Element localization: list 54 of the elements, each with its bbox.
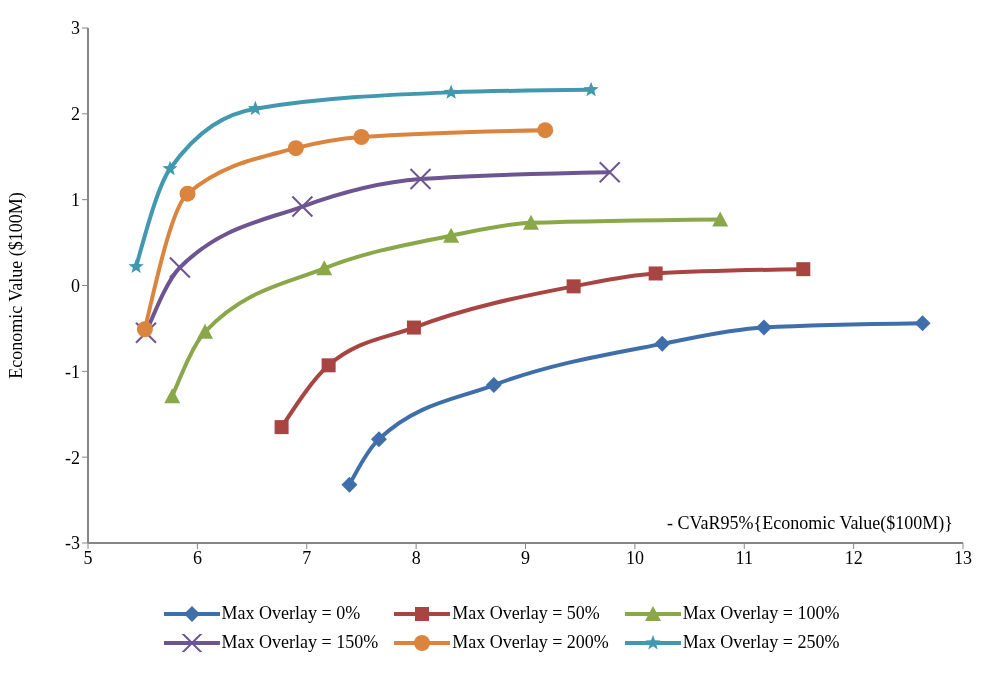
point (712, 211, 729, 227)
x-tick-label: 6 (192, 547, 202, 568)
point (287, 140, 304, 157)
point (274, 420, 289, 435)
point (179, 185, 196, 202)
y-tick-label: 3 (71, 18, 80, 39)
point (648, 266, 663, 281)
y-tick-label: 2 (71, 104, 80, 125)
point (914, 315, 931, 332)
point (443, 84, 459, 99)
point (654, 335, 671, 352)
point (409, 168, 432, 191)
point (755, 319, 772, 336)
x-tick-label: 10 (625, 547, 644, 568)
x-tick-label: 5 (83, 547, 93, 568)
point (485, 377, 502, 394)
point (164, 388, 181, 404)
point (406, 320, 421, 335)
x-tick-label: 7 (302, 547, 312, 568)
legend-label: Max Overlay = 0% (221, 603, 361, 624)
point (522, 214, 539, 230)
point (566, 279, 581, 294)
point (796, 262, 811, 277)
x-tick-label: 8 (411, 547, 421, 568)
point (197, 323, 214, 339)
point (341, 476, 358, 493)
point (443, 227, 460, 243)
legend-label: Max Overlay = 150% (221, 632, 379, 653)
point (162, 160, 178, 176)
point (583, 81, 599, 97)
point (537, 122, 554, 139)
x-tick-label: 12 (844, 547, 863, 568)
x-tick-label: 11 (735, 547, 753, 568)
point (291, 195, 314, 218)
point (598, 161, 621, 184)
point (136, 321, 153, 338)
y-axis-title: Economic Value ($100M) (6, 192, 28, 379)
x-tick-label: 13 (954, 547, 972, 568)
point (321, 358, 336, 373)
legend-label: Max Overlay = 200% (452, 632, 609, 653)
point (353, 129, 370, 146)
point (370, 431, 387, 448)
y-tick-label: -3 (65, 533, 80, 554)
y-tick-label: -2 (65, 447, 80, 468)
x-tick-label: 9 (521, 547, 530, 568)
legend-label: Max Overlay = 250% (682, 632, 840, 653)
y-tick-label: 0 (71, 275, 80, 296)
point (128, 258, 144, 274)
y-tick-label: -1 (65, 361, 80, 382)
point (316, 260, 333, 276)
y-tick-label: 1 (71, 190, 80, 211)
x-axis-title: - CVaR95%{Economic Value($100M)} (667, 513, 953, 534)
legend-label: Max Overlay = 50% (452, 603, 600, 624)
legend-label: Max Overlay = 100% (682, 603, 840, 624)
